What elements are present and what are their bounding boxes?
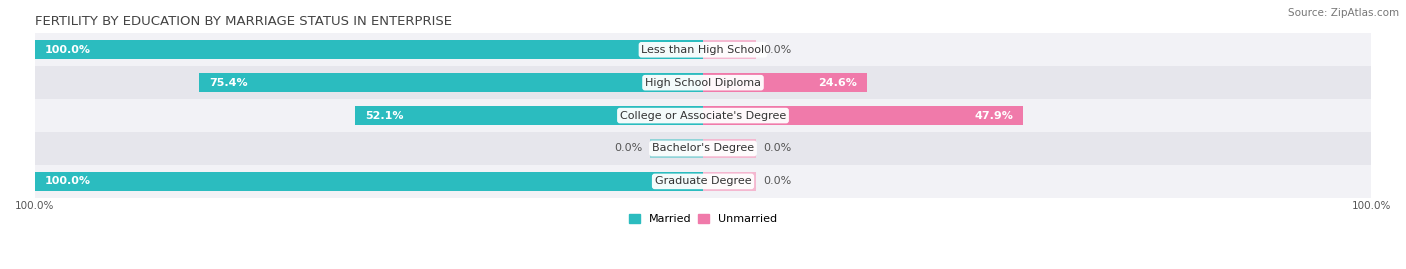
Text: 0.0%: 0.0%: [763, 45, 792, 55]
Bar: [703, 73, 868, 92]
Text: 75.4%: 75.4%: [209, 78, 247, 88]
Bar: [650, 139, 703, 158]
Text: 0.0%: 0.0%: [763, 176, 792, 186]
Bar: [35, 172, 703, 191]
Text: Bachelor's Degree: Bachelor's Degree: [652, 143, 754, 154]
Legend: Married, Unmarried: Married, Unmarried: [624, 209, 782, 228]
Bar: [703, 172, 756, 191]
Bar: [354, 106, 703, 125]
Bar: [200, 73, 703, 92]
Bar: [35, 66, 1371, 99]
Text: 0.0%: 0.0%: [763, 143, 792, 154]
Bar: [35, 132, 1371, 165]
Text: 52.1%: 52.1%: [364, 111, 404, 121]
Bar: [703, 139, 756, 158]
Bar: [35, 99, 1371, 132]
Text: Less than High School: Less than High School: [641, 45, 765, 55]
Bar: [35, 40, 703, 59]
Text: 47.9%: 47.9%: [974, 111, 1014, 121]
Bar: [703, 106, 1024, 125]
Bar: [35, 165, 1371, 198]
Text: 100.0%: 100.0%: [45, 45, 91, 55]
Text: 24.6%: 24.6%: [818, 78, 858, 88]
Text: 0.0%: 0.0%: [614, 143, 643, 154]
Text: FERTILITY BY EDUCATION BY MARRIAGE STATUS IN ENTERPRISE: FERTILITY BY EDUCATION BY MARRIAGE STATU…: [35, 15, 451, 28]
Text: Graduate Degree: Graduate Degree: [655, 176, 751, 186]
Bar: [703, 40, 756, 59]
Text: College or Associate's Degree: College or Associate's Degree: [620, 111, 786, 121]
Text: Source: ZipAtlas.com: Source: ZipAtlas.com: [1288, 8, 1399, 18]
Text: 100.0%: 100.0%: [45, 176, 91, 186]
Text: High School Diploma: High School Diploma: [645, 78, 761, 88]
Bar: [35, 33, 1371, 66]
